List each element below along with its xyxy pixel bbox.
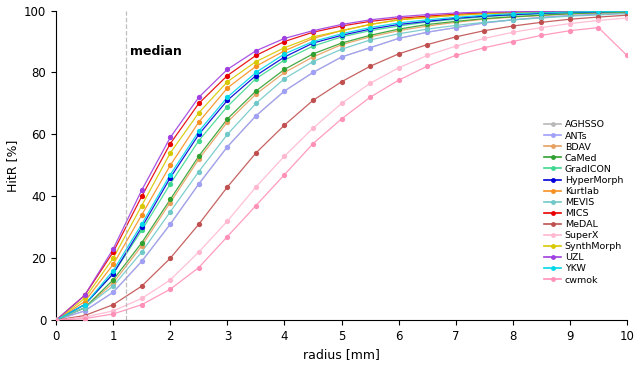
X-axis label: radius [mm]: radius [mm]: [303, 348, 380, 361]
Y-axis label: HitR [%]: HitR [%]: [6, 139, 19, 192]
Text: median: median: [131, 45, 182, 58]
Legend: AGHSSO, ANTs, BDAV, CaMed, GradICON, HyperMorph, Kurtlab, MEVIS, MICS, MeDAL, Su: AGHSSO, ANTs, BDAV, CaMed, GradICON, Hyp…: [540, 117, 627, 288]
